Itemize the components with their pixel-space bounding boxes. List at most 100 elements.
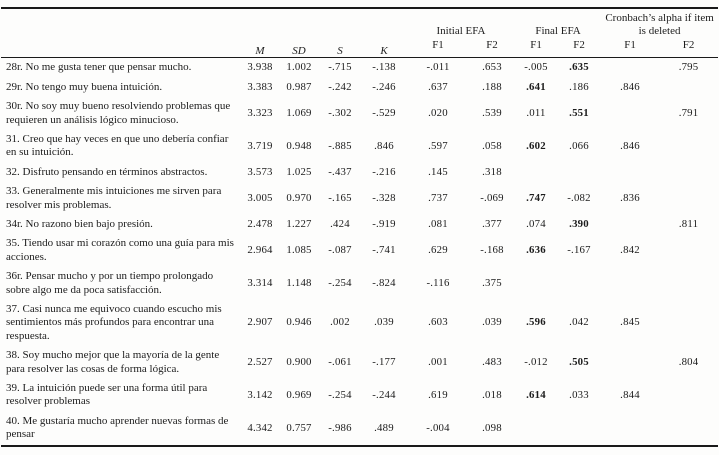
initial-efa-f2-cell: .058 — [482, 139, 502, 152]
table-row: 30r. No soy muy bueno resolviendo proble… — [1, 97, 718, 130]
skewness-cell: -.061 — [328, 356, 352, 368]
kurtosis-cell: .846 — [374, 139, 394, 152]
table-body: 28r. No me gusta tener que pensar mucho.… — [1, 58, 718, 446]
item-label: 39. La intuición puede ser una forma úti… — [6, 382, 208, 408]
initial-efa-f2-cell: .188 — [482, 80, 502, 93]
kurtosis-cell: -.246 — [372, 80, 396, 93]
kurtosis-cell: .039 — [374, 316, 394, 329]
cronbach-f2-cell — [659, 130, 718, 163]
final-efa-f2-cell: .505 — [569, 356, 589, 368]
final-efa-f1-cell — [515, 412, 557, 446]
skewness-cell: -.302 — [328, 106, 352, 119]
final-efa-f1-cell: -.012 — [524, 356, 548, 368]
skewness-column-header: S — [337, 44, 343, 57]
cronbach-f2-cell — [659, 163, 718, 182]
item-label: 31. Creo que hay veces en que uno deberí… — [6, 132, 229, 159]
initial-efa-f1-cell: .145 — [428, 165, 448, 178]
header-factor-row: F1 F2 F1 F2 F1 F2 — [1, 37, 718, 58]
initial-efa-f1-cell: .597 — [428, 139, 448, 152]
initial-efa-f2-cell: .318 — [482, 165, 502, 178]
cronbach-f1-cell: .846 — [620, 80, 640, 93]
kurtosis-cell: -.824 — [372, 276, 396, 289]
cronbach-f1-cell — [601, 267, 659, 300]
table-row: 31. Creo que hay veces en que uno deberí… — [1, 130, 718, 163]
sd-cell: 1.227 — [286, 218, 312, 231]
cronbach-f1-cell: .836 — [620, 191, 640, 204]
initial-efa-spanner: Initial EFA — [436, 24, 486, 37]
initial-f2-header: F2 — [486, 39, 498, 52]
final-f2-header: F2 — [573, 39, 585, 52]
initial-efa-f2-cell: -.168 — [480, 244, 504, 257]
table-row: 29r. No tengo muy buena intuición. 3.383 0… — [1, 78, 718, 97]
cronbach-f2-cell — [659, 234, 718, 267]
table-row: 35. Tiendo usar mi corazón como una guía… — [1, 234, 718, 267]
table-row: 38. Soy mucho mejor que la mayoría de la… — [1, 346, 718, 379]
initial-efa-f2-cell: -.069 — [480, 191, 504, 204]
mean-cell: 2.964 — [247, 244, 273, 257]
cronbach-f1-cell: .842 — [620, 244, 640, 257]
final-efa-f2-cell: -.167 — [567, 244, 591, 257]
sd-column-header: SD — [292, 44, 306, 57]
kurtosis-cell: -.741 — [372, 244, 396, 257]
initial-efa-f1-cell: .603 — [428, 316, 448, 329]
sd-cell: 1.069 — [286, 106, 312, 119]
item-label: 35. Tiendo usar mi corazón como una guía… — [6, 237, 234, 263]
cronbach-f2-cell — [659, 182, 718, 215]
skewness-cell: -.254 — [328, 388, 352, 401]
cronbach-f2-cell — [659, 379, 718, 412]
final-efa-spanner: Final EFA — [535, 24, 581, 37]
initial-efa-f1-cell: .081 — [428, 218, 448, 231]
cronbach-f2-header: F2 — [682, 39, 695, 52]
initial-efa-f2-cell: .539 — [482, 106, 502, 119]
initial-efa-f2-cell: .375 — [482, 276, 502, 289]
initial-efa-f1-cell: .737 — [428, 191, 448, 204]
cronbach-f1-cell — [601, 346, 659, 379]
skewness-cell: .002 — [330, 316, 350, 329]
final-efa-f1-cell: -.005 — [524, 61, 548, 74]
initial-efa-f2-cell: .098 — [482, 421, 502, 434]
sd-cell: 1.002 — [286, 61, 312, 74]
initial-efa-f1-cell: .619 — [428, 388, 448, 401]
cronbach-f2-cell — [659, 412, 718, 446]
cronbach-f1-cell — [601, 215, 659, 234]
item-label: 36r. Pensar mucho y por un tiempo prolon… — [6, 270, 214, 296]
table-row: 37. Casi nunca me equivoco cuando escuch… — [1, 300, 718, 346]
item-label: 33. Generalmente mis intuiciones me sirv… — [6, 185, 222, 211]
mean-cell: 4.342 — [247, 421, 273, 434]
cronbach-f1-cell — [601, 58, 659, 78]
mean-cell: 3.573 — [247, 165, 273, 178]
final-efa-f1-cell — [515, 163, 557, 182]
initial-efa-f2-cell: .039 — [482, 316, 502, 329]
kurtosis-cell: -.216 — [372, 165, 396, 178]
final-efa-f1-cell: .636 — [526, 244, 546, 257]
mean-cell: 2.478 — [247, 218, 273, 231]
cronbach-alpha-spanner: Cronbach’s alpha if item is deleted — [605, 12, 714, 37]
initial-efa-f2-cell: .653 — [482, 61, 502, 74]
skewness-cell: -.165 — [328, 191, 352, 204]
item-label: 29r. No tengo muy buena intuición. — [6, 80, 163, 93]
cronbach-f2-cell: .811 — [678, 218, 699, 231]
final-efa-f1-cell: .596 — [526, 316, 546, 329]
sd-cell: 0.970 — [286, 191, 312, 204]
sd-cell: 0.900 — [286, 356, 312, 368]
initial-efa-f2-cell: .483 — [482, 356, 502, 368]
sd-cell: 0.946 — [286, 316, 312, 329]
skewness-cell: -.254 — [328, 276, 352, 289]
cronbach-f2-cell: .795 — [678, 61, 699, 74]
kurtosis-cell: .489 — [374, 421, 394, 434]
final-efa-f1-cell: .074 — [526, 218, 546, 231]
sd-cell: 0.969 — [286, 388, 312, 401]
mean-cell: 2.907 — [247, 316, 273, 329]
initial-efa-f1-cell: -.116 — [426, 276, 450, 289]
final-efa-f2-cell — [557, 267, 601, 300]
table-header: M SD S K Initial EFA Final EFA Cronbach’… — [1, 8, 719, 58]
final-efa-f1-cell: .011 — [526, 106, 546, 119]
initial-efa-f1-cell: .020 — [428, 106, 448, 119]
initial-efa-f2-cell: .018 — [482, 388, 502, 401]
table-row: 34r. No razono bien bajo presión. 2.478 1.… — [1, 215, 718, 234]
sd-cell: 1.025 — [286, 165, 312, 178]
initial-efa-f2-cell: .377 — [482, 218, 502, 231]
initial-efa-f1-cell: .001 — [428, 356, 448, 368]
mean-cell: 3.323 — [247, 106, 273, 119]
